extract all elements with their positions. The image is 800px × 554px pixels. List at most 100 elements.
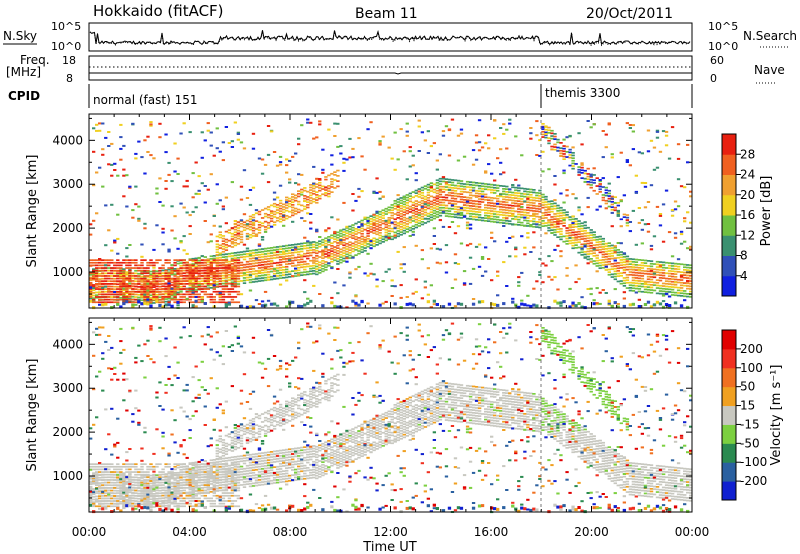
velocity-cell	[101, 465, 105, 468]
power-cell	[221, 256, 226, 259]
power-cell	[200, 298, 205, 301]
velocity-cell	[95, 484, 99, 487]
velocity-noise	[104, 489, 108, 492]
power-cell	[312, 198, 316, 200]
power-cell	[550, 210, 554, 213]
power-cell	[405, 209, 410, 212]
power-cell	[417, 209, 422, 212]
power-cell	[248, 252, 253, 255]
power-noise	[598, 183, 602, 186]
power-cell	[634, 277, 639, 279]
power-noise	[155, 224, 159, 227]
power-noise	[490, 231, 494, 234]
power-noise	[173, 293, 177, 296]
power-cell	[456, 200, 461, 203]
power-cell	[164, 285, 168, 288]
power-noise	[197, 175, 201, 178]
power-cell	[423, 198, 428, 201]
power-cell	[128, 293, 132, 296]
power-noise	[200, 156, 204, 159]
power-cell	[167, 259, 171, 262]
velocity-cell	[98, 502, 102, 505]
power-noise	[306, 118, 310, 121]
power-cell	[595, 246, 599, 249]
power-cell	[477, 185, 482, 187]
power-cell	[260, 264, 265, 266]
power-cell	[242, 266, 247, 269]
velocity-cell	[89, 478, 93, 480]
power-noise	[92, 184, 96, 187]
velocity-cell	[122, 487, 126, 489]
power-cell	[490, 186, 494, 189]
power-cell	[577, 168, 581, 171]
power-noise	[143, 227, 147, 230]
power-noise	[405, 134, 409, 137]
power-noise	[101, 148, 105, 151]
power-cell	[110, 298, 114, 301]
power-cell	[221, 267, 226, 269]
power-noise	[300, 193, 304, 196]
power-cell	[435, 179, 440, 182]
power-cell	[387, 232, 391, 235]
power-noise	[414, 244, 418, 247]
power-cell	[182, 264, 186, 267]
power-cell	[266, 250, 271, 252]
velocity-cell	[116, 505, 120, 508]
power-noise	[456, 263, 461, 265]
power-cell	[224, 241, 229, 244]
power-cell	[309, 197, 313, 199]
power-noise	[182, 122, 186, 125]
power-cell	[336, 242, 340, 244]
power-cell	[269, 220, 274, 223]
power-noise	[89, 233, 93, 236]
power-cell	[188, 264, 192, 267]
power-noise	[438, 153, 443, 156]
power-cell	[556, 210, 560, 212]
power-cell	[667, 280, 672, 283]
power-cell	[541, 123, 545, 125]
colorbar-tick-label: 24	[740, 168, 755, 182]
power-cell	[592, 262, 596, 265]
power-noise	[484, 246, 488, 249]
power-cell	[330, 245, 334, 247]
power-cell	[357, 221, 361, 223]
power-cell	[574, 225, 578, 228]
power-cell	[393, 213, 397, 215]
power-cell	[580, 177, 584, 180]
power-cell	[342, 231, 346, 233]
power-cell	[197, 264, 201, 267]
power-cell	[441, 212, 446, 214]
power-noise	[230, 140, 235, 143]
power-cell	[224, 275, 229, 277]
power-noise	[315, 230, 319, 232]
power-cell	[589, 178, 593, 181]
power-cell	[215, 261, 220, 264]
power-cell	[233, 241, 238, 244]
power-cell	[278, 266, 283, 269]
velocity-cell	[98, 500, 102, 502]
power-cell	[369, 215, 373, 218]
power-noise	[327, 239, 331, 242]
velocity-cell	[113, 481, 117, 484]
power-noise	[393, 285, 397, 288]
power-cell	[429, 216, 434, 219]
power-cell	[625, 276, 630, 279]
power-cell	[508, 204, 512, 207]
power-cell	[429, 206, 434, 208]
power-noise	[167, 250, 171, 253]
power-cell	[580, 243, 584, 246]
power-cell	[209, 267, 214, 269]
power-cell	[158, 283, 162, 285]
power-cell	[414, 208, 419, 210]
power-cell	[649, 286, 654, 289]
power-cell	[369, 239, 373, 241]
power-noise	[134, 185, 138, 188]
power-cell	[149, 261, 153, 264]
power-noise	[532, 213, 536, 216]
power-cell	[583, 169, 587, 172]
power-noise	[411, 154, 415, 157]
power-cell	[517, 192, 521, 195]
power-cell	[182, 288, 186, 290]
power-cell	[399, 207, 403, 210]
power-cell	[571, 157, 575, 160]
